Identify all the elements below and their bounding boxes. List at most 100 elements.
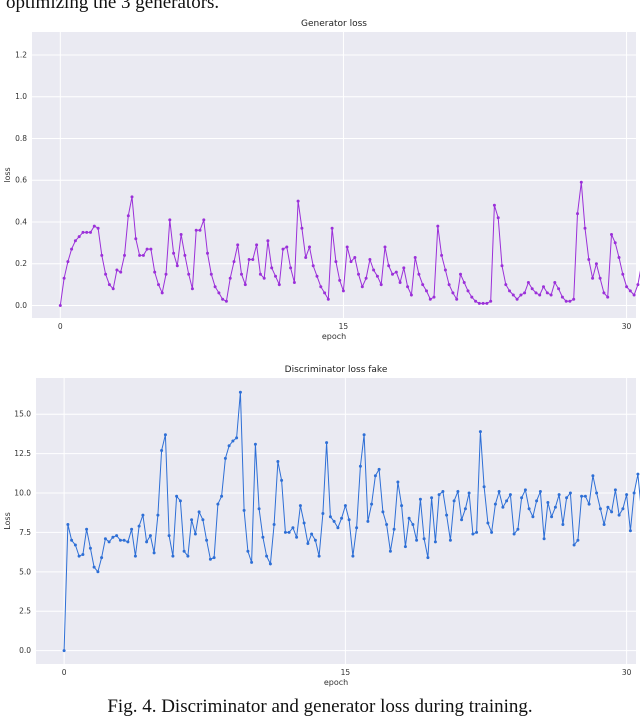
discriminator-loss-xlabel: epoch <box>324 678 348 687</box>
discriminator-loss-data-point <box>261 535 265 539</box>
discriminator-loss-data-point <box>625 493 629 497</box>
discriminator-loss-data-point <box>317 554 321 558</box>
generator-loss-data-point <box>485 301 489 305</box>
generator-loss-data-point <box>255 243 259 247</box>
discriminator-loss-data-point <box>190 518 194 522</box>
generator-loss-data-point <box>542 285 545 289</box>
generator-loss-data-point <box>338 278 342 282</box>
generator-loss-data-point <box>349 260 353 264</box>
discriminator-loss-data-point <box>253 442 257 446</box>
generator-loss-data-point <box>591 276 595 280</box>
generator-loss-data-point <box>134 237 138 241</box>
discriminator-loss-data-point <box>501 505 505 509</box>
discriminator-loss-data-point <box>557 493 561 497</box>
discriminator-loss-data-point <box>73 543 77 547</box>
generator-loss-data-point <box>519 293 523 297</box>
generator-loss-data-point <box>579 180 583 184</box>
generator-loss-data-point <box>447 283 451 287</box>
discriminator-loss-data-point <box>220 494 224 498</box>
generator-loss-ytick-label: 0.6 <box>15 176 27 185</box>
generator-loss-data-point <box>515 297 519 301</box>
discriminator-loss-xtick-label: 15 <box>341 668 351 677</box>
discriminator-loss-data-point <box>242 508 246 512</box>
discriminator-loss-data-point <box>583 494 587 498</box>
generator-loss-data-point <box>243 283 247 287</box>
discriminator-loss-data-point <box>538 490 542 493</box>
generator-loss-data-point <box>455 297 459 301</box>
discriminator-loss-data-point <box>77 554 81 558</box>
generator-loss-data-point <box>247 258 251 261</box>
discriminator-loss-data-point <box>272 523 276 526</box>
generator-loss-data-point <box>341 289 345 293</box>
discriminator-loss-data-point <box>482 485 486 489</box>
generator-loss-data-point <box>606 295 610 299</box>
generator-loss-data-point <box>576 212 579 216</box>
generator-loss-data-point <box>300 226 304 230</box>
discriminator-loss-data-point <box>572 543 576 547</box>
discriminator-loss-data-point <box>265 554 269 558</box>
discriminator-loss-data-point <box>126 540 130 544</box>
discriminator-loss-data-point <box>347 518 351 522</box>
discriminator-loss-data-point <box>467 491 471 495</box>
generator-loss-data-point <box>568 299 572 303</box>
generator-loss-data-point <box>621 272 625 276</box>
discriminator-loss-data-point <box>137 524 141 528</box>
generator-loss-data-point <box>304 256 308 259</box>
discriminator-loss-data-point <box>231 439 235 443</box>
discriminator-loss-data-point <box>313 538 317 542</box>
generator-loss-data-point <box>398 281 402 284</box>
generator-loss-data-point <box>217 291 221 295</box>
generator-loss-data-point <box>62 276 66 280</box>
generator-loss-data-point <box>126 214 130 218</box>
discriminator-loss-data-point <box>216 502 220 506</box>
generator-loss-data-point <box>315 274 319 278</box>
generator-loss-data-point <box>466 289 470 293</box>
generator-loss-data-point <box>345 245 349 249</box>
discriminator-loss-data-point <box>580 494 584 498</box>
generator-loss-data-point <box>564 299 568 303</box>
discriminator-loss-data-point <box>568 491 572 495</box>
discriminator-loss-data-point <box>152 551 156 555</box>
discriminator-loss-data-point <box>130 527 134 531</box>
generator-loss-data-point <box>296 199 300 203</box>
discriminator-loss-data-point <box>441 490 445 493</box>
discriminator-loss-data-point <box>531 515 535 519</box>
discriminator-loss-data-point <box>291 526 295 530</box>
generator-loss-data-point <box>628 289 632 293</box>
generator-loss-data-point <box>141 253 145 257</box>
generator-loss-data-point <box>436 224 440 228</box>
discriminator-loss-plot-area <box>36 378 636 664</box>
generator-loss-data-point <box>583 226 587 230</box>
discriminator-loss-title: Discriminator loss fake <box>285 365 388 375</box>
generator-loss-data-point <box>409 293 413 297</box>
generator-loss-data-point <box>572 297 576 301</box>
discriminator-loss-data-point <box>542 537 546 541</box>
discriminator-loss-data-point <box>287 530 291 534</box>
discriminator-loss-data-point <box>490 530 494 534</box>
discriminator-loss-data-point <box>227 444 231 448</box>
discriminator-loss-data-point <box>478 430 482 434</box>
discriminator-loss-data-point <box>355 526 359 530</box>
discriminator-loss-data-point <box>358 464 362 468</box>
generator-loss-data-point <box>164 272 168 276</box>
generator-loss-data-point <box>292 281 296 284</box>
discriminator-loss-data-point <box>426 556 430 560</box>
generator-loss-data-point <box>100 253 104 257</box>
discriminator-loss-data-point <box>115 534 119 538</box>
generator-loss-ytick-label: 1.2 <box>15 50 27 59</box>
discriminator-loss-data-point <box>81 553 85 556</box>
generator-loss-data-point <box>232 260 236 264</box>
discriminator-loss-data-point <box>100 556 104 560</box>
generator-loss-data-point <box>394 270 398 274</box>
generator-loss-data-point <box>311 264 315 268</box>
discriminator-loss-data-point <box>617 513 621 517</box>
generator-loss-data-point <box>115 268 119 272</box>
discriminator-loss-data-point <box>351 554 355 558</box>
generator-loss-ytick-label: 0.2 <box>15 259 27 268</box>
discriminator-loss-data-point <box>268 562 272 566</box>
discriminator-loss-data-point <box>295 535 299 539</box>
generator-loss-data-point <box>489 299 493 303</box>
discriminator-loss-data-point <box>362 433 366 437</box>
discriminator-loss-data-point <box>223 456 227 460</box>
discriminator-loss-data-point <box>628 529 632 533</box>
